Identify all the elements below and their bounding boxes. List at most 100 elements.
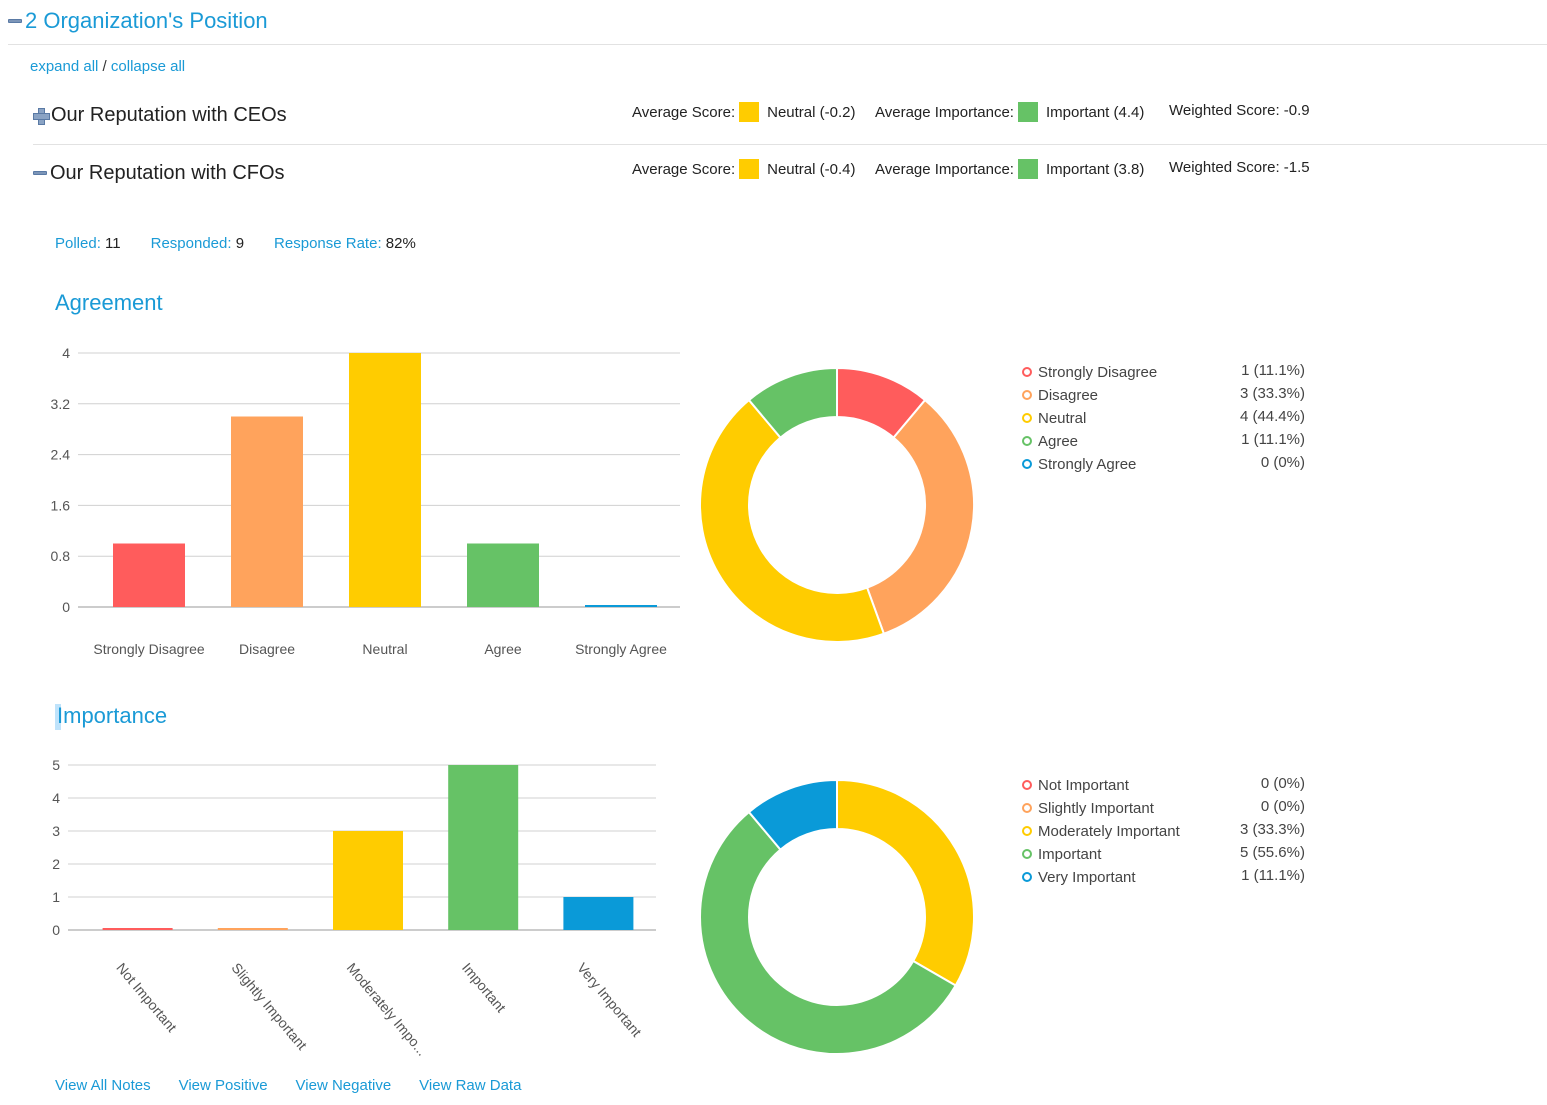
footer-links: View All Notes View Positive View Negati… — [55, 1077, 521, 1094]
legend-item[interactable]: Important — [1022, 844, 1101, 864]
y-tick-label: 3 — [52, 823, 60, 839]
y-tick-label: 4 — [52, 790, 60, 806]
importance-color-swatch — [1017, 159, 1038, 179]
bar-moderately-important[interactable] — [333, 831, 403, 930]
bar-disagree[interactable] — [231, 416, 303, 608]
slice-moderately-important[interactable] — [836, 778, 975, 987]
view-all-notes-link[interactable]: View All Notes — [55, 1077, 151, 1094]
legend-value: 5 (55.6%) — [1239, 844, 1305, 861]
y-tick-label: 2.4 — [51, 447, 71, 463]
weighted-score-ceos: Weighted Score: -0.9 — [1169, 102, 1310, 119]
legend-item[interactable]: Agree — [1022, 431, 1078, 451]
view-raw-data-link[interactable]: View Raw Data — [419, 1077, 522, 1094]
x-tick-label: Important — [459, 960, 509, 1016]
legend-item[interactable]: Moderately Important — [1022, 821, 1180, 841]
view-negative-link[interactable]: View Negative — [295, 1077, 392, 1094]
legend-label: Important — [1038, 845, 1102, 863]
legend-dot-icon — [1022, 780, 1032, 790]
reputation-row-ceos: Our Reputation with CEOs — [33, 100, 1333, 130]
legend-item[interactable]: Disagree — [1022, 385, 1098, 405]
bar-strongly-agree[interactable] — [585, 605, 657, 607]
slice-neutral[interactable] — [699, 398, 886, 643]
legend-label: Strongly Agree — [1038, 455, 1137, 473]
average-importance-label: Average Importance: — [875, 160, 1014, 178]
legend-item[interactable]: Slightly Important — [1022, 798, 1154, 818]
response-stats: Polled: 11 Responded: 9 Response Rate: 8… — [55, 235, 416, 252]
legend-label: Not Important — [1038, 776, 1129, 794]
expand-all-link[interactable]: expand all — [30, 58, 99, 75]
x-tick-label: Very Important — [574, 960, 645, 1040]
bar-not-important[interactable] — [102, 928, 173, 930]
response-rate-label: Response Rate: — [274, 235, 382, 252]
average-importance-label: Average Importance: — [875, 103, 1014, 121]
bar-strongly-disagree[interactable] — [113, 543, 185, 608]
legend-value: 0 (0%) — [1260, 798, 1305, 815]
x-tick-label: Moderately Impo... — [344, 960, 431, 1059]
slice-important[interactable] — [699, 810, 958, 1056]
importance-title-text: Importance — [57, 703, 168, 728]
response-rate-value: 82% — [385, 235, 416, 252]
importance-title: Importance — [55, 703, 168, 731]
average-score-label: Average Score: — [632, 103, 736, 121]
bar-very-important[interactable] — [563, 897, 634, 930]
legend-dot-icon — [1022, 413, 1032, 423]
bar-neutral[interactable] — [349, 353, 421, 607]
bar-important[interactable] — [448, 765, 519, 930]
section-header[interactable]: 2 Organization's Position — [8, 8, 268, 34]
y-tick-label: 2 — [52, 856, 60, 872]
expand-collapse-separator: / — [98, 58, 111, 75]
bar-slightly-important[interactable] — [217, 928, 288, 930]
legend-item[interactable]: Strongly Disagree — [1022, 362, 1157, 382]
y-tick-label: 0 — [62, 599, 70, 615]
average-score-ceos: Average Score: Neutral (-0.2) — [632, 102, 855, 122]
slice-agree[interactable] — [747, 366, 838, 439]
legend-item[interactable]: Very Important — [1022, 867, 1136, 887]
legend-dot-icon — [1022, 849, 1032, 859]
x-tick-label: Neutral — [362, 641, 407, 657]
collapse-minus-icon[interactable] — [33, 171, 47, 175]
x-tick-label: Not Important — [113, 960, 180, 1035]
reputation-row-ceos-toggle[interactable]: Our Reputation with CEOs — [33, 104, 287, 127]
slice-very-important[interactable] — [747, 778, 838, 851]
average-score-cfos: Average Score: Neutral (-0.4) — [632, 159, 855, 179]
collapse-all-link[interactable]: collapse all — [110, 58, 186, 75]
legend-dot-icon — [1022, 826, 1032, 836]
y-tick-label: 3.2 — [51, 396, 71, 412]
text-cursor-highlight — [55, 704, 61, 731]
y-tick-label: 5 — [52, 757, 60, 773]
average-importance-ceos: Average Importance: Important (4.4) — [875, 102, 1144, 122]
legend-value: 0 (0%) — [1260, 454, 1305, 471]
section-title[interactable]: 2 Organization's Position — [25, 8, 268, 33]
average-score-value: Neutral (-0.4) — [767, 160, 856, 178]
legend-value: 3 (33.3%) — [1239, 385, 1305, 402]
y-tick-label: 1 — [52, 889, 60, 905]
importance-bar-chart: 0 1 2 3 4 5 Not Important Slightly Important Mod… — [52, 757, 656, 1059]
slice-disagree[interactable] — [865, 398, 975, 636]
divider — [33, 144, 1547, 145]
weighted-score-label: Weighted Score: — [1169, 159, 1280, 176]
legend-value: 0 (0%) — [1260, 775, 1305, 792]
score-color-swatch — [739, 102, 760, 122]
legend-label: Moderately Important — [1038, 822, 1180, 840]
average-score-value: Neutral (-0.2) — [767, 103, 856, 121]
agreement-legend: Strongly Disagree 1 (11.1%) Disagree 3 (33.… — [1022, 362, 1312, 482]
agreement-donut-chart — [699, 366, 975, 643]
agreement-bar-chart: 0 0.8 1.6 2.4 3.2 4 Strongly Disagree Disagree N… — [51, 345, 680, 657]
agreement-title: Agreement — [55, 290, 163, 315]
legend-item[interactable]: Not Important — [1022, 775, 1129, 795]
expand-plus-icon[interactable] — [33, 107, 50, 125]
reputation-row-cfos-toggle[interactable]: Our Reputation with CFOs — [33, 162, 285, 185]
legend-dot-icon — [1022, 872, 1032, 882]
reputation-row-cfos: Our Reputation with CFOs — [33, 158, 1333, 188]
view-positive-link[interactable]: View Positive — [178, 1077, 268, 1094]
x-tick-label: Disagree — [239, 641, 295, 657]
legend-label: Neutral — [1038, 409, 1087, 427]
reputation-title: Our Reputation with CEOs — [51, 103, 287, 126]
collapse-minus-icon[interactable] — [8, 19, 22, 23]
weighted-score-label: Weighted Score: — [1169, 102, 1280, 119]
responded-stat: Responded: 9 — [151, 235, 244, 252]
legend-item[interactable]: Neutral — [1022, 408, 1086, 428]
legend-dot-icon — [1022, 436, 1032, 446]
bar-agree[interactable] — [467, 543, 539, 608]
legend-item[interactable]: Strongly Agree — [1022, 454, 1136, 474]
